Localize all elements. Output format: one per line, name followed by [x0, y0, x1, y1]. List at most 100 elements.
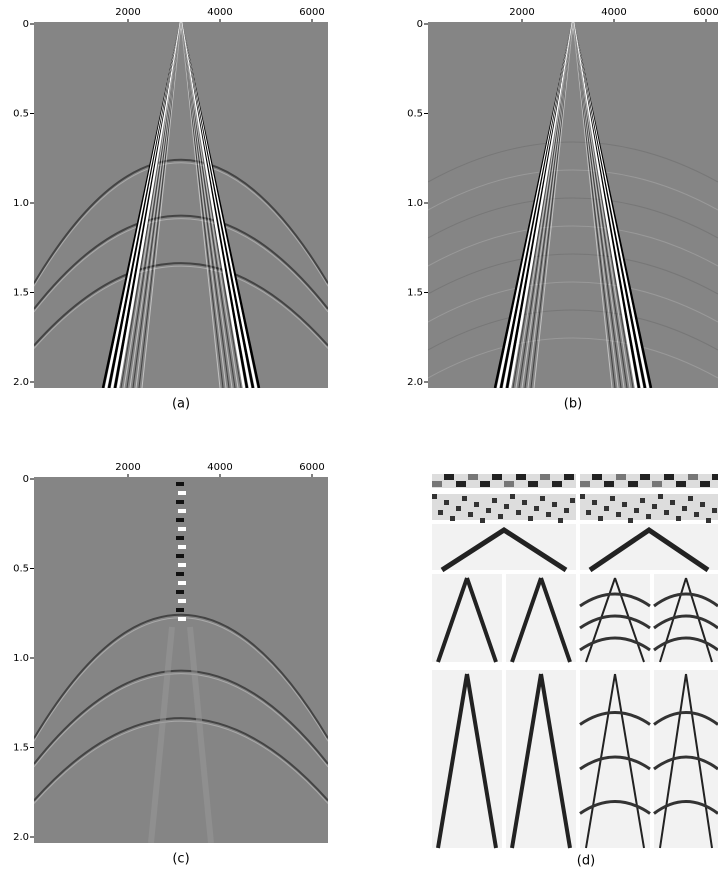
mosaic-block	[604, 506, 609, 511]
x-tick-label: 6000	[299, 462, 324, 473]
residual	[178, 581, 186, 585]
image-background	[428, 22, 718, 388]
mosaic-block	[444, 474, 454, 480]
seismic-image	[428, 22, 718, 388]
mosaic-block	[546, 512, 551, 517]
mosaic-block	[462, 496, 467, 501]
y-tick-label: 0	[23, 474, 29, 485]
mosaic-block	[676, 481, 686, 487]
y-tick-label: 0.5	[13, 109, 29, 120]
caption: (d)	[577, 854, 595, 869]
mosaic-block	[664, 474, 674, 480]
mosaic-block	[450, 516, 455, 521]
y-tick-label: 0.5	[13, 564, 29, 575]
residual	[178, 563, 186, 567]
y-tick-label: 2.0	[13, 377, 29, 388]
mosaic-block	[652, 481, 662, 487]
mosaic-block	[616, 512, 621, 517]
mosaic-block	[664, 510, 669, 515]
mosaic-block	[712, 508, 717, 513]
mosaic-block	[438, 510, 443, 515]
mosaic-block	[640, 498, 645, 503]
caption: (c)	[172, 852, 189, 867]
residual	[176, 500, 184, 504]
residual	[176, 590, 184, 594]
mosaic-block	[516, 474, 526, 480]
y-tick-label: 0.5	[407, 109, 423, 120]
mosaic-block	[492, 474, 502, 480]
seismic-image	[34, 22, 328, 388]
mosaic-block	[706, 518, 711, 523]
mosaic-block	[658, 494, 663, 499]
mosaic-block	[628, 518, 633, 523]
mosaic-block	[700, 502, 705, 507]
seismic-panel	[428, 22, 718, 388]
mosaic-block	[486, 508, 491, 513]
mosaic-panel	[432, 474, 718, 848]
mosaic-block	[516, 510, 521, 515]
mosaic-block	[534, 506, 539, 511]
y-tick-label: 1.5	[13, 743, 29, 754]
x-tick-label: 4000	[207, 7, 232, 18]
x-tick-label: 2000	[509, 7, 534, 18]
mosaic-block	[558, 518, 563, 523]
mosaic-block	[444, 500, 449, 505]
residual	[178, 509, 186, 513]
image-background	[34, 477, 328, 843]
mosaic-block	[564, 474, 574, 480]
y-tick-label: 2.0	[13, 832, 29, 843]
x-tick-label: 4000	[207, 462, 232, 473]
mosaic-block	[480, 518, 485, 523]
y-tick-label: 1.0	[13, 198, 29, 209]
mosaic-block	[670, 500, 675, 505]
mosaic-block	[564, 508, 569, 513]
x-tick-label: 2000	[115, 7, 140, 18]
residual	[176, 608, 184, 612]
mosaic-block	[610, 496, 615, 501]
y-tick-label: 2.0	[407, 377, 423, 388]
y-tick-label: 1.0	[13, 653, 29, 664]
mosaic-block	[492, 498, 497, 503]
page: {"panels": [ {"caption": "(a)", "xticks"…	[0, 0, 718, 873]
x-tick-label: 2000	[115, 462, 140, 473]
mosaic-block	[676, 516, 681, 521]
mosaic-block	[474, 502, 479, 507]
y-tick-label: 1.0	[407, 198, 423, 209]
mosaic-block	[688, 474, 698, 480]
mosaic-block	[592, 474, 602, 480]
mosaic-block	[622, 502, 627, 507]
mosaic-block	[504, 481, 514, 487]
mosaic-block	[580, 481, 590, 487]
x-tick-label: 6000	[299, 7, 324, 18]
mosaic-block	[712, 474, 718, 480]
mosaic-block	[528, 481, 538, 487]
seismic-image	[34, 477, 328, 843]
seismic-panel	[34, 477, 328, 843]
residual	[176, 554, 184, 558]
mosaic-block	[640, 474, 650, 480]
mosaic-block	[646, 514, 651, 519]
mosaic-block	[694, 512, 699, 517]
mosaic-block	[570, 498, 575, 503]
mosaic-block	[540, 496, 545, 501]
residual	[178, 617, 186, 621]
y-tick-label: 0	[417, 19, 423, 30]
mosaic-block	[580, 494, 585, 499]
mosaic-block	[498, 514, 503, 519]
residual	[176, 482, 184, 486]
x-tick-label: 6000	[693, 7, 718, 18]
mosaic-block	[432, 481, 442, 487]
y-tick-label: 0	[23, 19, 29, 30]
x-tick-label: 4000	[601, 7, 626, 18]
y-tick-label: 1.5	[407, 288, 423, 299]
mosaic-block	[604, 481, 614, 487]
figure: 20004000600000.51.01.52.0(a)200040006000…	[0, 0, 718, 873]
residual	[178, 491, 186, 495]
residual	[178, 527, 186, 531]
mosaic-block	[652, 504, 657, 509]
mosaic-block	[552, 481, 562, 487]
residual	[176, 536, 184, 540]
mosaic-block	[504, 504, 509, 509]
mosaic-block	[540, 474, 550, 480]
y-tick-label: 1.5	[13, 288, 29, 299]
